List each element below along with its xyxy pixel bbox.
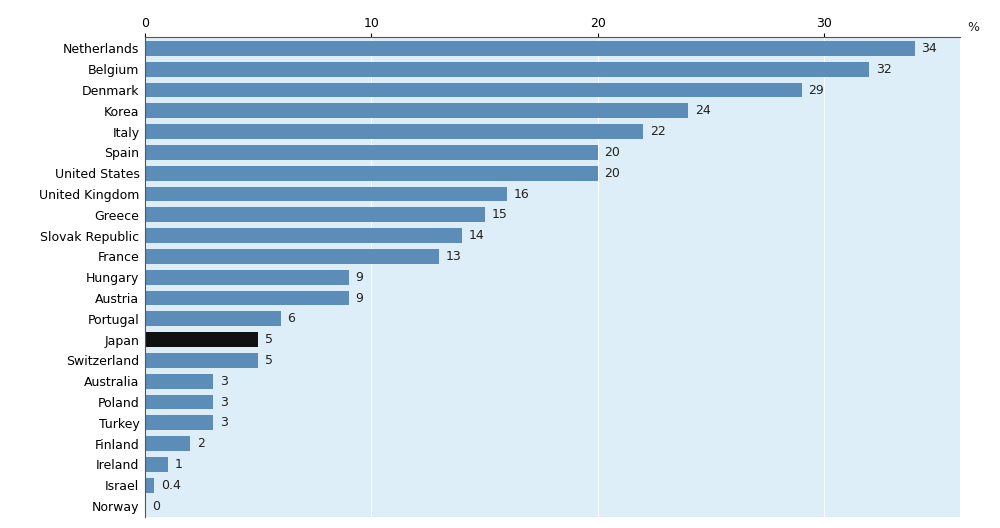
Bar	[145, 186, 507, 202]
Bar	[145, 290, 349, 306]
Text: 3: 3	[220, 416, 228, 429]
Text: 20: 20	[605, 167, 620, 180]
Text: 1: 1	[174, 458, 182, 471]
Text: 32: 32	[876, 63, 892, 76]
Text: 13: 13	[446, 250, 462, 263]
Text: 9: 9	[356, 291, 363, 305]
Bar	[145, 41, 915, 56]
Text: 5: 5	[265, 333, 273, 346]
Text: 9: 9	[356, 271, 363, 284]
Text: %: %	[967, 21, 979, 34]
Text: 5: 5	[265, 354, 273, 367]
Bar	[145, 394, 213, 410]
Bar	[145, 82, 802, 98]
Bar	[145, 208, 485, 222]
Text: 16: 16	[514, 187, 530, 201]
Text: 22: 22	[650, 125, 666, 138]
Text: 15: 15	[491, 209, 507, 221]
Text: 29: 29	[808, 83, 824, 97]
Text: 0.4: 0.4	[161, 479, 181, 492]
Bar	[145, 228, 462, 243]
Text: 2: 2	[197, 437, 205, 450]
Bar	[145, 457, 168, 472]
Text: 6: 6	[288, 312, 296, 325]
Text: 0: 0	[152, 499, 160, 513]
Bar	[145, 124, 643, 139]
Text: 24: 24	[695, 105, 711, 117]
Bar	[145, 145, 598, 160]
Bar	[145, 312, 281, 326]
Bar	[145, 374, 213, 389]
Bar	[145, 270, 349, 285]
Bar	[145, 332, 258, 347]
Bar	[145, 416, 213, 430]
Bar	[145, 478, 154, 493]
Text: 34: 34	[922, 42, 937, 55]
Text: 3: 3	[220, 375, 228, 388]
Text: 14: 14	[469, 229, 484, 242]
Bar	[145, 62, 869, 77]
Text: 3: 3	[220, 395, 228, 409]
Text: 20: 20	[605, 146, 620, 159]
Bar	[145, 166, 598, 181]
Bar	[145, 103, 688, 118]
Bar	[145, 249, 439, 264]
Bar	[145, 436, 190, 451]
Bar	[145, 353, 258, 368]
